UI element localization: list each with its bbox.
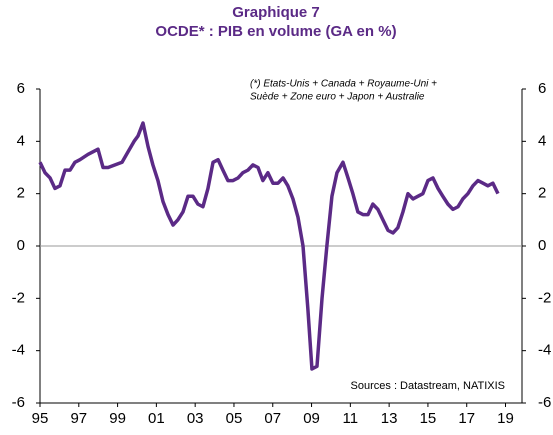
y-tick-label: 0 xyxy=(17,237,25,254)
y2-tick-label: 0 xyxy=(538,237,546,254)
y2-tick-label: -2 xyxy=(538,289,551,306)
y-tick-label: 6 xyxy=(17,80,25,97)
x-tick-label: 13 xyxy=(381,410,398,427)
data-line xyxy=(38,121,500,371)
x-tick-label: 19 xyxy=(497,410,514,427)
x-tick-label: 99 xyxy=(109,410,126,427)
y2-tick-label: -6 xyxy=(538,394,551,411)
y2-tick-label: 6 xyxy=(538,80,546,97)
x-tick-label: 15 xyxy=(420,410,437,427)
annotation: Suède + Zone euro + Japon + Australie xyxy=(250,92,425,103)
x-tick-label: 01 xyxy=(148,410,165,427)
x-tick-label: 07 xyxy=(264,410,281,427)
chart-title: Graphique 7 xyxy=(232,4,320,21)
x-tick-label: 11 xyxy=(343,410,359,427)
x-tick-label: 05 xyxy=(226,410,243,427)
y-tick-label: -2 xyxy=(12,289,25,306)
y-tick-label: 4 xyxy=(17,132,25,149)
y-tick-label: -6 xyxy=(12,394,25,411)
y-tick-label: 2 xyxy=(17,185,25,202)
x-tick-label: 97 xyxy=(70,410,87,427)
source: Sources : Datastream, NATIXIS xyxy=(351,380,505,392)
y2-tick-label: 2 xyxy=(538,185,546,202)
y2-tick-label: -4 xyxy=(538,342,551,359)
chart-subtitle: OCDE* : PIB en volume (GA en %) xyxy=(155,23,396,40)
annotation: (*) Etats-Unis + Canada + Royaume-Uni + xyxy=(250,79,437,90)
x-tick-label: 95 xyxy=(32,410,49,427)
y2-tick-label: 4 xyxy=(538,132,546,149)
x-tick-label: 17 xyxy=(458,410,475,427)
x-tick-label: 09 xyxy=(303,410,320,427)
x-tick-label: 03 xyxy=(187,410,204,427)
y-tick-label: -4 xyxy=(12,342,25,359)
